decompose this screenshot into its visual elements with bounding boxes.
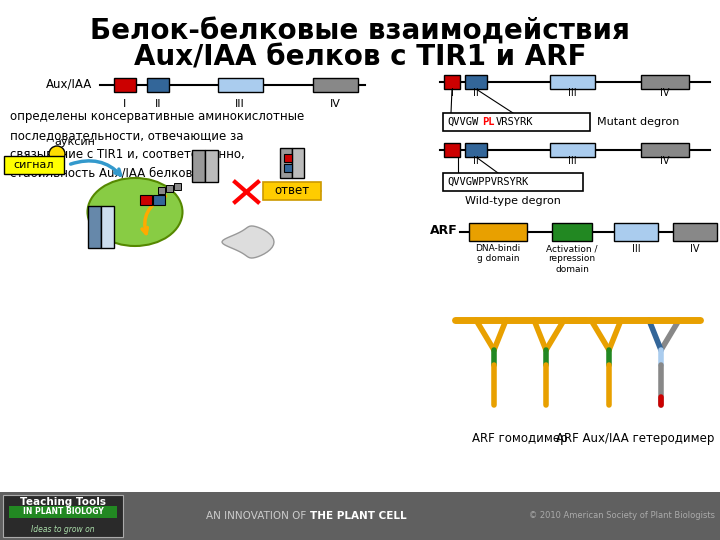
Text: Ideas to grow on: Ideas to grow on — [31, 524, 95, 534]
Bar — [192, 150, 205, 182]
Bar — [465, 75, 487, 89]
Text: ARF Aux/IAA гетеродимер: ARF Aux/IAA гетеродимер — [556, 432, 714, 445]
Text: сигнал: сигнал — [14, 160, 54, 170]
Text: VRSYRK: VRSYRK — [496, 117, 534, 127]
Text: I: I — [451, 88, 454, 98]
Bar — [3, 495, 123, 537]
Text: ARF гомодимер: ARF гомодимер — [472, 432, 568, 445]
Bar — [444, 143, 460, 157]
Text: DNA-bindi
g domain: DNA-bindi g domain — [475, 244, 521, 264]
Bar — [9, 506, 117, 518]
Text: последовательности, отвечающие за: последовательности, отвечающие за — [10, 129, 243, 142]
Text: ответ: ответ — [274, 185, 310, 198]
Bar — [443, 113, 590, 131]
Text: II: II — [473, 88, 479, 98]
Bar — [147, 78, 169, 92]
Bar — [174, 183, 181, 190]
Text: QVVGW: QVVGW — [447, 117, 478, 127]
Bar — [292, 148, 304, 178]
Text: Activation /
repression
domain: Activation / repression domain — [546, 244, 598, 274]
Text: Teaching Tools: Teaching Tools — [20, 497, 106, 507]
Text: Aux/IAA белков с TIR1 и ARF: Aux/IAA белков с TIR1 и ARF — [134, 43, 586, 71]
FancyBboxPatch shape — [4, 156, 64, 174]
Bar — [614, 223, 658, 241]
Text: QVVGWPPVRSYRK: QVVGWPPVRSYRK — [447, 177, 528, 187]
Bar — [465, 143, 487, 157]
Text: AN INNOVATION OF: AN INNOVATION OF — [207, 511, 310, 521]
Text: Mutant degron: Mutant degron — [597, 117, 680, 127]
Circle shape — [49, 146, 65, 162]
Text: II: II — [473, 156, 479, 166]
Polygon shape — [222, 226, 274, 258]
Text: III: III — [567, 88, 576, 98]
Text: IV: IV — [660, 88, 670, 98]
Text: III: III — [567, 156, 576, 166]
Text: Wild-type degron: Wild-type degron — [465, 196, 561, 206]
Text: Белок-белковые взаимодействия: Белок-белковые взаимодействия — [90, 18, 630, 46]
Text: связывание с TIR1 и, соответственно,: связывание с TIR1 и, соответственно, — [10, 148, 245, 161]
Text: стабильность Aux/IAA белков: стабильность Aux/IAA белков — [10, 167, 192, 180]
Bar — [284, 164, 292, 172]
Bar — [469, 223, 527, 241]
Text: ауксин: ауксин — [55, 137, 96, 147]
Text: II: II — [155, 99, 161, 109]
Bar — [88, 206, 101, 248]
Text: ARF: ARF — [431, 225, 458, 238]
Bar — [552, 223, 592, 241]
FancyBboxPatch shape — [263, 182, 321, 200]
Bar — [549, 75, 595, 89]
Bar — [205, 150, 218, 182]
Bar — [0, 492, 720, 540]
Text: III: III — [235, 99, 245, 109]
Bar — [217, 78, 263, 92]
Ellipse shape — [88, 178, 182, 246]
Text: IV: IV — [690, 244, 700, 254]
Text: IV: IV — [660, 156, 670, 166]
Bar — [284, 154, 292, 162]
Bar — [673, 223, 717, 241]
Bar — [312, 78, 358, 92]
Bar — [280, 148, 292, 178]
Bar — [443, 173, 583, 191]
Bar — [140, 195, 152, 205]
Bar — [158, 187, 165, 194]
Text: III: III — [631, 244, 640, 254]
Bar — [114, 78, 136, 92]
Text: THE PLANT CELL: THE PLANT CELL — [310, 511, 407, 521]
Text: PL: PL — [482, 117, 495, 127]
Bar — [166, 185, 173, 192]
Bar — [444, 75, 460, 89]
Bar — [641, 75, 689, 89]
Text: определены консервативные аминокислотные: определены консервативные аминокислотные — [10, 110, 305, 123]
Text: © 2010 American Society of Plant Biologists: © 2010 American Society of Plant Biologi… — [529, 511, 715, 521]
Text: IN PLANT BIOLOGY: IN PLANT BIOLOGY — [22, 508, 104, 516]
Text: Aux/IAA: Aux/IAA — [46, 78, 92, 91]
Bar — [101, 206, 114, 248]
Text: I: I — [123, 99, 127, 109]
Bar — [549, 143, 595, 157]
Bar — [153, 195, 165, 205]
Bar — [641, 143, 689, 157]
Text: IV: IV — [330, 99, 341, 109]
